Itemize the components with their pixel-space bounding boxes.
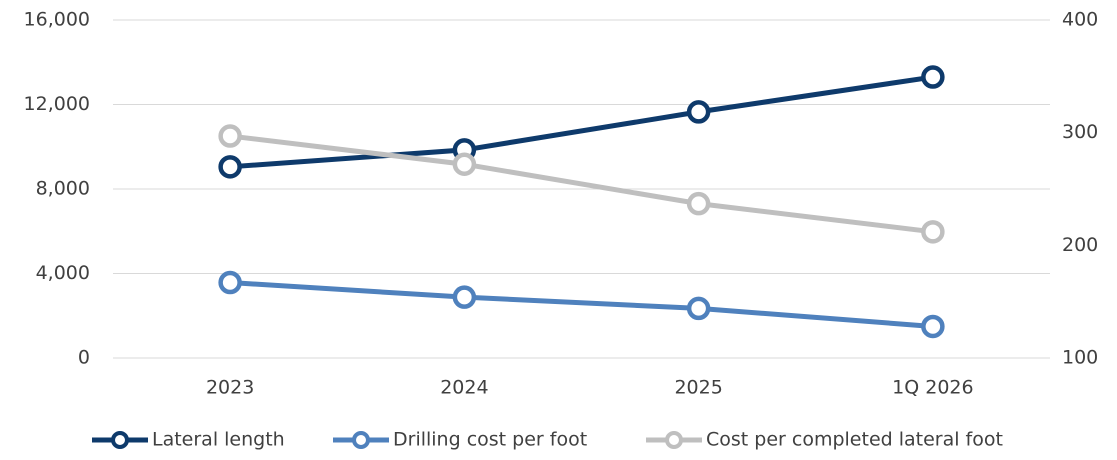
legend-label: Cost per completed lateral foot	[706, 429, 1003, 451]
y-tick-label: 12,000	[24, 93, 90, 115]
y2-tick-label: 300	[1062, 121, 1098, 143]
point-marker	[686, 100, 711, 124]
y2-tick-label: 100	[1062, 347, 1098, 369]
point-marker	[452, 152, 477, 176]
legend-marker	[111, 431, 129, 449]
y2-tick-label: 200	[1062, 234, 1098, 256]
series-line	[229, 280, 934, 329]
point-marker	[921, 220, 945, 244]
y-tick-label: 16,000	[24, 9, 90, 31]
y-tick-label: 0	[78, 347, 90, 369]
point-marker	[452, 285, 477, 309]
legend-label: Drilling cost per foot	[393, 429, 587, 451]
point-marker	[218, 270, 242, 295]
point-marker	[686, 191, 711, 216]
series-line	[229, 74, 934, 170]
x-tick-label: 1Q 2026	[892, 377, 973, 399]
point-marker	[218, 155, 242, 179]
point-marker	[686, 296, 711, 321]
legend-label: Lateral length	[152, 429, 285, 451]
x-tick-label: 2025	[674, 377, 722, 399]
y-tick-label: 8,000	[36, 178, 90, 200]
x-tick-label: 2024	[440, 377, 488, 399]
legend-marker	[352, 431, 370, 449]
x-tick-label: 2023	[206, 377, 254, 399]
legend-marker	[665, 431, 683, 449]
y2-tick-label: 400	[1062, 9, 1098, 31]
series-line	[229, 133, 934, 235]
point-marker	[921, 65, 945, 89]
point-marker	[921, 314, 945, 339]
y-tick-label: 4,000	[36, 262, 90, 284]
point-marker	[218, 124, 242, 148]
